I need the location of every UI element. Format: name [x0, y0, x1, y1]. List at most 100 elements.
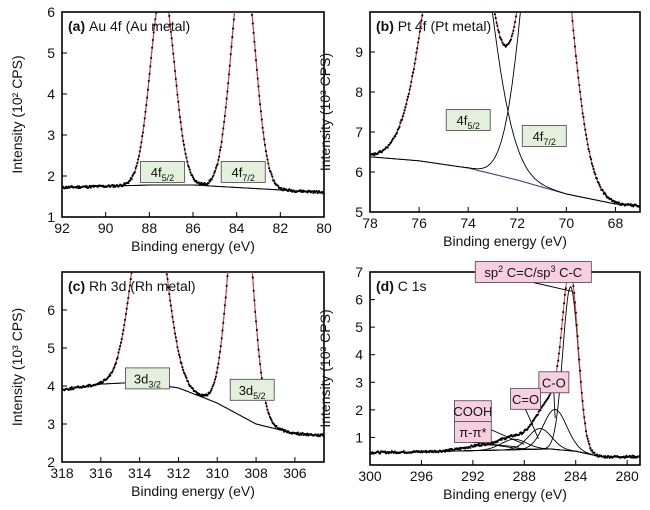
- data-point: [191, 174, 194, 177]
- data-point: [579, 369, 582, 372]
- data-point: [69, 388, 73, 391]
- data-point: [414, 57, 417, 61]
- data-point: [235, 1, 237, 3]
- data-point: [542, 403, 545, 406]
- y-tick-label: 4: [47, 86, 55, 102]
- data-point: [580, 391, 583, 394]
- data-point: [390, 141, 393, 144]
- data-point: [167, 12, 170, 13]
- data-point: [317, 433, 320, 436]
- x-tick-label: 318: [50, 465, 74, 481]
- data-point: [166, 277, 169, 281]
- data-point: [227, 73, 231, 76]
- plot-area: [62, 195, 324, 438]
- data-point: [135, 230, 137, 232]
- annotation-box: [454, 421, 492, 443]
- data-point: [301, 431, 304, 435]
- y-axis-label: Intensity (10³ CPS): [9, 308, 25, 426]
- data-point: [408, 88, 411, 91]
- data-point: [588, 443, 591, 446]
- data-point: [122, 184, 125, 187]
- annotation-box: [510, 387, 541, 410]
- panel-title: (d) C 1s: [376, 278, 427, 294]
- data-point: [218, 350, 222, 353]
- data-point: [247, 213, 249, 215]
- data-point: [250, 13, 254, 16]
- data-point: [617, 201, 620, 204]
- data-point: [188, 168, 191, 171]
- data-point: [410, 80, 413, 83]
- data-point: [176, 346, 179, 349]
- data-point: [227, 265, 229, 267]
- data-point: [138, 212, 140, 214]
- data-point: [88, 383, 91, 386]
- data-point: [251, 22, 254, 25]
- data-point: [586, 437, 589, 440]
- data-point: [135, 164, 138, 167]
- data-point: [257, 348, 260, 351]
- data-point: [579, 98, 582, 101]
- annotation-box: [445, 109, 491, 131]
- data-point: [572, 29, 575, 32]
- data-point: [295, 433, 299, 436]
- data-point: [219, 146, 222, 149]
- data-point: [421, 14, 424, 17]
- data-point: [384, 450, 387, 453]
- x-axis-label: Binding energy (eV): [443, 486, 567, 502]
- x-tick-label: 292: [461, 468, 485, 484]
- data-point: [140, 195, 142, 197]
- data-point: [168, 14, 171, 17]
- component-fit: [370, 285, 640, 458]
- data-point: [254, 49, 257, 52]
- data-point: [496, 24, 499, 27]
- data-point: [402, 112, 405, 115]
- data-point: [143, 117, 146, 120]
- peak-annotation: 4f5/2: [140, 160, 185, 183]
- data-point: [306, 191, 309, 194]
- data-point: [174, 77, 177, 81]
- panel-a: 92 90 88 86 84 82 80 1 2 3 4 5 6 Binding energy (eV) I…: [9, 1, 332, 254]
- data-point: [401, 115, 404, 118]
- data-point: [171, 315, 174, 318]
- data-point: [120, 338, 123, 341]
- data-point: [500, 38, 503, 41]
- panel-c: 318 316 314 312 310 308 306 2 3 4 5 6 Binding energy…: [9, 195, 325, 499]
- data-point: [261, 126, 264, 129]
- data-point: [584, 133, 588, 136]
- data-point: [118, 348, 121, 351]
- data-point: [263, 143, 267, 146]
- data-point: [112, 186, 115, 189]
- x-tick-label: 310: [206, 465, 230, 481]
- data-point: [268, 167, 271, 170]
- data-point: [186, 160, 189, 163]
- data-point: [214, 378, 217, 381]
- panel-title-text: Pt 4f (Pt metal): [398, 18, 491, 34]
- data-point: [170, 37, 173, 40]
- data-point: [587, 148, 590, 151]
- y-tick-label: 5: [47, 340, 55, 356]
- data-point: [216, 163, 219, 166]
- data-point: [127, 296, 130, 299]
- data-point: [262, 131, 265, 134]
- data-point: [145, 104, 148, 107]
- data-point: [401, 118, 404, 121]
- data-point: [165, 266, 167, 268]
- data-point: [165, 273, 168, 276]
- data-point: [168, 293, 171, 296]
- data-point: [582, 116, 585, 119]
- peak-annotation: COOH: [453, 400, 525, 445]
- data-point: [171, 44, 174, 47]
- data-point: [161, 231, 163, 233]
- data-point: [306, 432, 309, 435]
- data-point: [598, 183, 601, 186]
- data-point: [573, 291, 576, 294]
- data-point: [406, 98, 409, 101]
- data-point: [561, 318, 564, 321]
- plot-area: [62, 1, 324, 195]
- data-point: [107, 375, 110, 378]
- x-tick-label: 78: [362, 215, 378, 231]
- data-point: [379, 452, 382, 455]
- y-axis-label: Intensity (10³ CPS): [317, 53, 333, 171]
- data-point: [402, 449, 405, 453]
- data-point: [494, 17, 497, 20]
